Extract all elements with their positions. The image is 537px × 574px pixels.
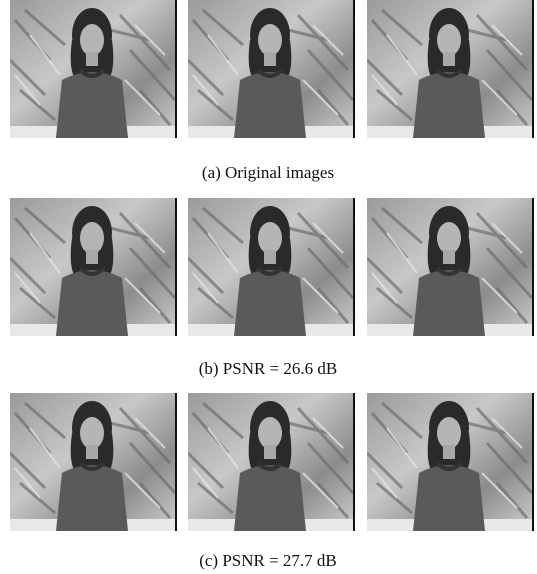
caption: (a) Original images: [202, 163, 334, 182]
photo: [367, 198, 534, 336]
caption: (b) PSNR = 26.6 dB: [199, 359, 338, 378]
photo: [10, 0, 177, 138]
caption: (c) PSNR = 27.7 dB: [199, 551, 337, 570]
photo: [367, 0, 534, 138]
photo: [188, 198, 355, 336]
photo: [188, 0, 355, 138]
figure: (a) Original images (b) PSNR = 26.6 dB (…: [0, 0, 537, 574]
page: {"figure": {"rows": [ {"caption": "(a) O…: [0, 0, 537, 574]
photo: [188, 393, 355, 531]
photo: [10, 198, 177, 336]
photo: [367, 393, 534, 531]
photo: [10, 393, 177, 531]
